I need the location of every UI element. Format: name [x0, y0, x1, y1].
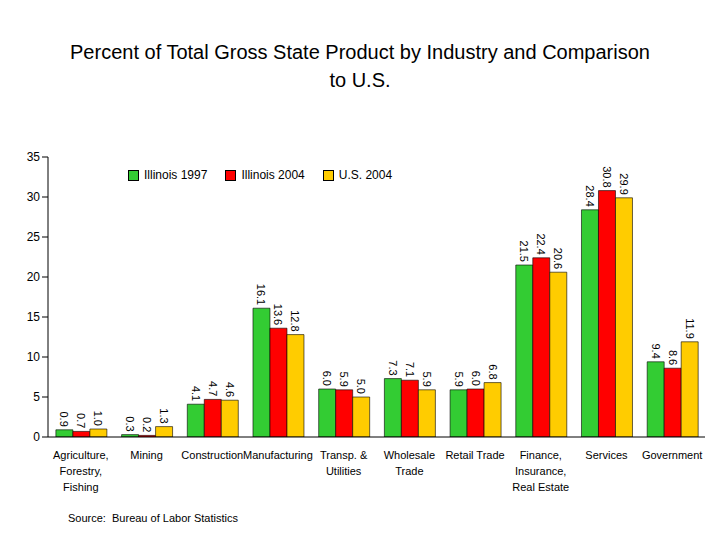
svg-text:7.3: 7.3	[387, 360, 399, 375]
svg-text:21.5: 21.5	[518, 241, 530, 262]
svg-text:4.1: 4.1	[190, 386, 202, 401]
svg-text:Services: Services	[585, 449, 628, 461]
svg-text:Finance,Insurance,Real Estate: Finance,Insurance,Real Estate	[512, 449, 569, 493]
svg-text:20.6: 20.6	[552, 248, 564, 269]
svg-text:1.3: 1.3	[158, 408, 170, 423]
svg-text:9.4: 9.4	[650, 344, 662, 359]
svg-text:Construction: Construction	[181, 449, 243, 461]
svg-text:Transp. &Utilities: Transp. &Utilities	[320, 449, 368, 477]
svg-text:12.8: 12.8	[289, 310, 301, 331]
svg-text:5.9: 5.9	[453, 372, 465, 387]
svg-text:5: 5	[33, 390, 40, 404]
svg-text:30.8: 30.8	[601, 166, 613, 187]
html-text:Illinois 2004: Illinois 2004	[241, 168, 305, 182]
svg-text:0.9: 0.9	[58, 412, 70, 427]
svg-text:5.0: 5.0	[355, 379, 367, 394]
svg-text:Mining: Mining	[130, 449, 162, 461]
html-text:Source: Bureau of Labor Statis: Source: Bureau of Labor Statistics	[68, 512, 238, 524]
svg-text:1.0: 1.0	[92, 411, 104, 426]
svg-text:20: 20	[27, 270, 41, 284]
html-text:Percent of Total Gross State P: Percent of Total Gross State Product by …	[70, 41, 650, 91]
svg-text:6.0: 6.0	[470, 371, 482, 386]
svg-text:0.2: 0.2	[141, 417, 153, 432]
svg-text:6.8: 6.8	[487, 364, 499, 379]
svg-text:29.9: 29.9	[618, 173, 630, 194]
svg-text:0.3: 0.3	[124, 416, 136, 431]
svg-text:13.6: 13.6	[272, 304, 284, 325]
svg-text:Manufacturing: Manufacturing	[243, 449, 313, 461]
svg-text:4.7: 4.7	[207, 381, 219, 396]
svg-text:Agriculture,Forestry,Fishing: Agriculture,Forestry,Fishing	[53, 449, 109, 493]
svg-text:Retail Trade: Retail Trade	[445, 449, 504, 461]
svg-text:5.9: 5.9	[338, 372, 350, 387]
svg-text:28.4: 28.4	[584, 185, 596, 206]
html-text:U.S. 2004: U.S. 2004	[338, 168, 393, 182]
svg-text:8.6: 8.6	[667, 350, 679, 365]
svg-text:25: 25	[27, 230, 41, 244]
svg-text:4.6: 4.6	[224, 382, 236, 397]
svg-text:7.1: 7.1	[404, 362, 416, 377]
svg-text:16.1: 16.1	[255, 284, 267, 305]
html-text:Illinois 1997: Illinois 1997	[144, 168, 208, 182]
svg-text:15: 15	[27, 310, 41, 324]
svg-text:30: 30	[27, 190, 41, 204]
svg-text:5.9: 5.9	[421, 372, 433, 387]
svg-text:WholesaleTrade: WholesaleTrade	[384, 449, 435, 477]
svg-text:11.9: 11.9	[684, 318, 696, 339]
svg-text:10: 10	[27, 350, 41, 364]
svg-text:35: 35	[27, 150, 41, 164]
svg-text:0.7: 0.7	[75, 413, 87, 428]
svg-text:6.0: 6.0	[321, 371, 333, 386]
svg-text:0: 0	[33, 430, 40, 444]
svg-text:22.4: 22.4	[535, 233, 547, 254]
svg-text:Government: Government	[642, 449, 703, 461]
